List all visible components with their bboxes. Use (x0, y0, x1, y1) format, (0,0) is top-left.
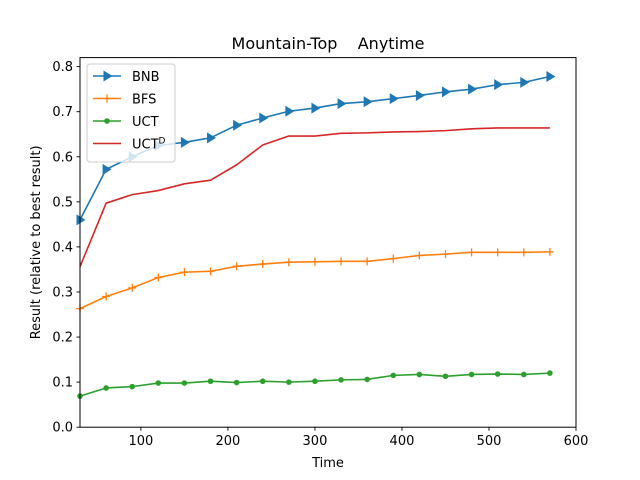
data-point (207, 132, 217, 144)
data-point (103, 385, 109, 391)
x-axis-label: Time (311, 456, 344, 471)
legend-label: BNB (132, 70, 160, 85)
data-point (180, 268, 189, 277)
data-point (494, 79, 504, 91)
data-point (415, 89, 425, 101)
series-line-3 (79, 127, 550, 268)
legend-label: UCTD (132, 137, 166, 153)
data-point (520, 371, 527, 378)
x-tick-label: 300 (303, 434, 328, 449)
x-tick-label: 500 (477, 434, 502, 449)
data-point (442, 373, 449, 380)
data-point (129, 383, 136, 390)
series-1 (76, 247, 554, 313)
series-2 (77, 370, 553, 399)
series-line-2 (79, 372, 550, 397)
data-point (337, 98, 347, 110)
data-point (102, 163, 112, 175)
y-tick-label: 0.1 (52, 376, 73, 391)
plot-frame (79, 57, 577, 428)
data-point (233, 119, 243, 131)
data-point (493, 248, 502, 257)
y-tick-label: 0.4 (52, 240, 73, 255)
data-point (181, 380, 188, 386)
y-tick-label: 0.5 (52, 195, 73, 210)
legend-entry-3: UCTD (93, 137, 166, 153)
data-point (154, 273, 163, 282)
legend-entry-1: BFS (93, 93, 156, 108)
data-point (545, 247, 554, 256)
data-point (284, 258, 293, 267)
legend-marker (104, 118, 110, 124)
data-point (310, 257, 319, 266)
x-tick-label: 400 (390, 434, 415, 449)
x-tick-label: 100 (128, 434, 153, 449)
legend-marker (103, 70, 113, 82)
series-0 (76, 71, 556, 226)
data-point (285, 105, 295, 117)
data-point (494, 371, 501, 377)
data-point (128, 283, 137, 292)
data-point (155, 380, 162, 386)
data-point (415, 251, 424, 260)
data-point (206, 267, 215, 276)
data-point (390, 372, 397, 379)
data-point (286, 379, 292, 385)
data-point (259, 378, 266, 385)
data-point (338, 377, 344, 383)
data-point (441, 86, 451, 98)
data-point (441, 250, 450, 259)
data-point (389, 93, 399, 105)
data-point (207, 378, 214, 385)
legend-label: BFS (132, 93, 156, 108)
legend: BNB BFS UCT UCTD (86, 63, 176, 163)
legend-entry-0: BNB (93, 70, 160, 85)
x-tick-label: 200 (216, 434, 241, 449)
legend-label: UCT (132, 115, 159, 130)
series-3 (79, 127, 550, 268)
y-tick-label: 0.7 (52, 105, 73, 120)
y-tick-label: 0.0 (52, 421, 73, 436)
data-point (311, 102, 321, 114)
legend-label-superscript: D (159, 137, 166, 147)
data-point (389, 254, 398, 263)
data-point (364, 376, 370, 383)
data-point (232, 262, 241, 271)
data-point (312, 378, 318, 385)
data-point (180, 136, 190, 148)
data-point (258, 260, 267, 269)
data-point (520, 76, 530, 88)
data-point (468, 371, 475, 378)
y-tick-label: 0.6 (52, 150, 73, 165)
axes-layer: 100 200 300 400 500 600 0.0 0.1 0.2 0.3 0.4 0.5 0.6 0… (52, 60, 588, 449)
data-point (468, 83, 478, 95)
data-point (519, 248, 528, 257)
y-tick-label: 0.8 (52, 60, 73, 75)
data-point (467, 248, 476, 257)
data-point (546, 71, 556, 83)
data-point (102, 292, 111, 301)
y-tick-label: 0.3 (52, 285, 73, 300)
legend-box (86, 63, 176, 163)
legend-marker (103, 94, 111, 103)
chart-title: Mountain-Top Anytime (232, 34, 425, 53)
data-point (547, 370, 553, 376)
data-point (416, 371, 423, 378)
data-point (337, 257, 346, 266)
data-point (363, 96, 373, 108)
y-axis-label: Result (relative to best result) (29, 145, 44, 339)
x-tick-label: 600 (564, 434, 589, 449)
data-point (259, 112, 269, 124)
data-point (233, 379, 240, 386)
data-point (76, 214, 86, 226)
data-point (363, 257, 372, 266)
legend-entry-2: UCT (93, 115, 159, 130)
y-tick-label: 0.2 (52, 331, 73, 346)
